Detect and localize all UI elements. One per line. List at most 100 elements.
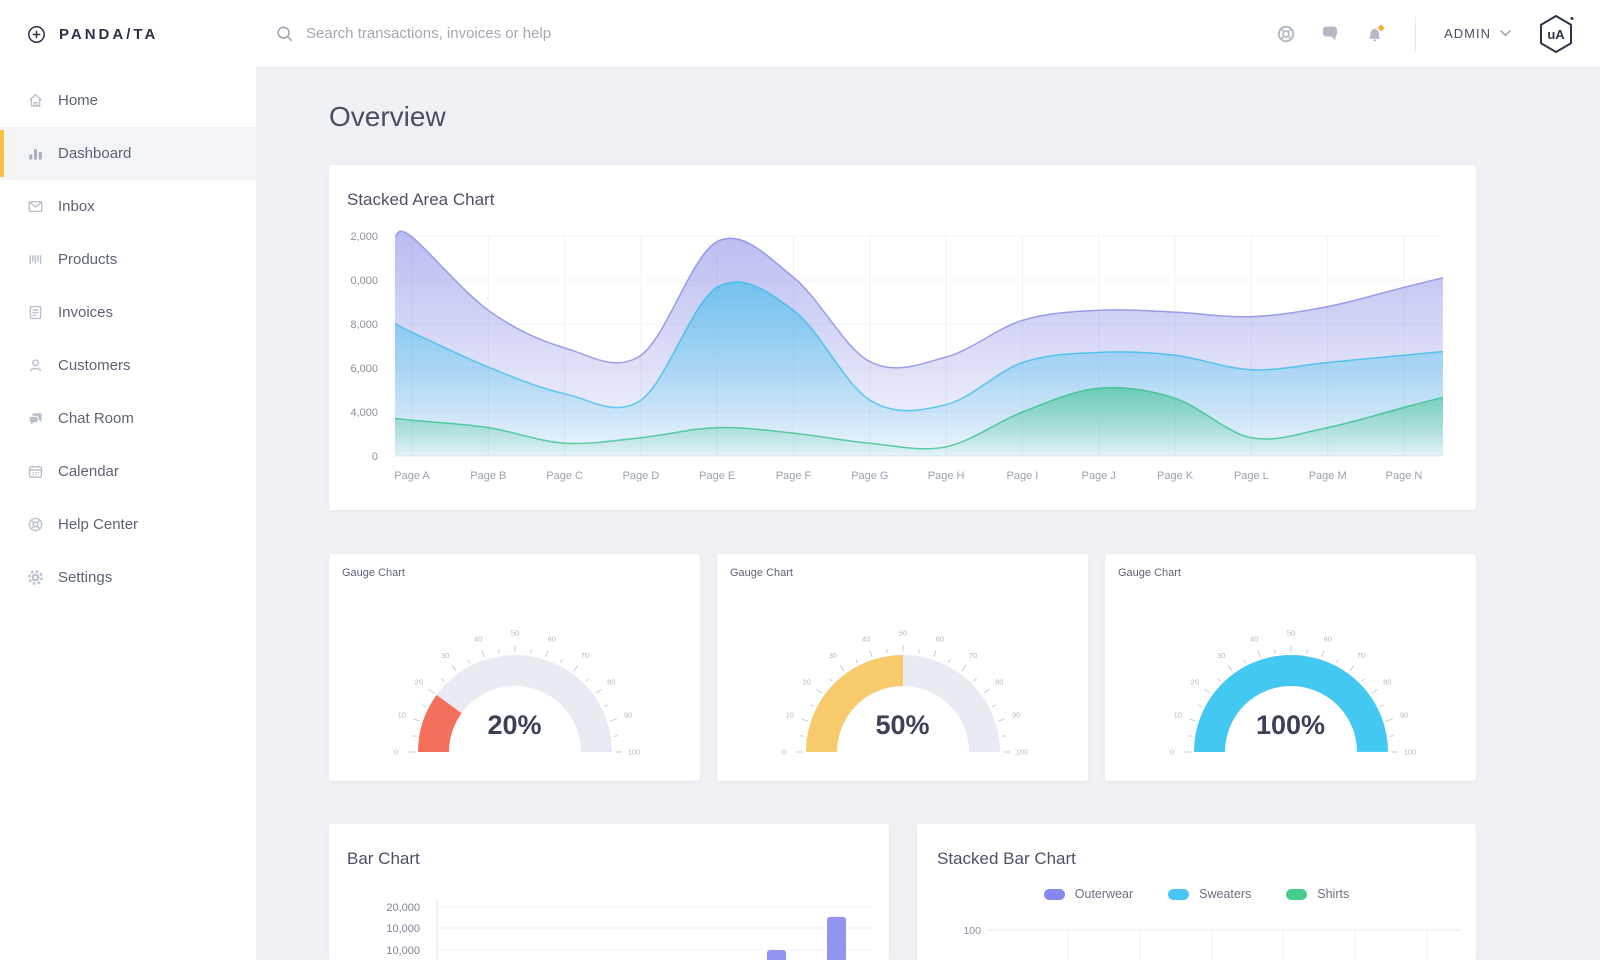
svg-text:20: 20 <box>415 678 423 687</box>
sidebar-item-help-center[interactable]: Help Center <box>0 498 256 551</box>
legend-item-shirts[interactable]: Shirts <box>1286 887 1349 901</box>
inbox-icon <box>27 198 44 215</box>
products-icon <box>27 251 44 268</box>
chart-legend: Outerwear Sweaters Shirts <box>917 887 1476 901</box>
svg-text:Page I: Page I <box>1007 470 1039 482</box>
gauge-value: 20% <box>487 710 542 740</box>
bell-icon[interactable] <box>1365 23 1387 45</box>
card-title: Stacked Bar Chart <box>937 849 1076 868</box>
svg-text:80: 80 <box>607 678 615 687</box>
avatar-initials: uA <box>1547 27 1565 42</box>
brand-logo[interactable]: PANDA/TA <box>0 0 256 68</box>
customers-icon <box>27 357 44 374</box>
gauge-chart: 0 10 20 30 40 50 60 70 80 90 100 <box>1170 629 1416 757</box>
stacked-bar-chart: 100 <box>963 925 1460 960</box>
sidebar-item-label: Help Center <box>58 516 139 533</box>
gauge-chart-card-2: Gauge Chart 0 10 20 30 40 50 60 70 80 90 100 50% <box>717 554 1088 781</box>
svg-text:40: 40 <box>1250 634 1258 643</box>
lifebuoy-icon[interactable] <box>1275 23 1297 45</box>
stacked-area-chart-card: Stacked Area Chart 2,000 0,000 8,000 6,000 4… <box>329 165 1476 510</box>
bar <box>767 950 786 960</box>
svg-text:60: 60 <box>548 634 556 643</box>
sidebar-item-inbox[interactable]: Inbox <box>0 180 256 233</box>
svg-text:6,000: 6,000 <box>350 363 378 375</box>
bar-chart-card: Bar Chart 20,000 10,000 10,000 <box>329 824 889 960</box>
stacked-area-chart: 2,000 0,000 8,000 6,000 4,000 0 Page A Page B Pa… <box>350 230 1444 482</box>
svg-text:70: 70 <box>969 651 977 660</box>
sidebar-item-label: Chat Room <box>58 410 134 427</box>
svg-text:Page J: Page J <box>1082 470 1116 482</box>
svg-text:0,000: 0,000 <box>350 275 378 287</box>
card-title: Gauge Chart <box>730 567 793 579</box>
user-menu[interactable]: ADMIN <box>1444 26 1511 41</box>
card-title: Bar Chart <box>347 849 420 868</box>
svg-text:100: 100 <box>963 925 981 937</box>
bar-chart: 20,000 10,000 10,000 <box>386 900 874 960</box>
brand-name: PANDA/TA <box>59 25 159 43</box>
legend-item-outerwear[interactable]: Outerwear <box>1043 887 1134 901</box>
plus-circle-icon <box>27 25 46 44</box>
svg-text:2,000: 2,000 <box>350 231 378 243</box>
chat-icon[interactable] <box>1320 23 1342 45</box>
svg-text:Page L: Page L <box>1234 470 1269 482</box>
legend-item-sweaters[interactable]: Sweaters <box>1168 887 1251 901</box>
gauge-chart: 0 10 20 30 40 50 60 70 80 90 100 <box>394 629 640 757</box>
svg-text:Page A: Page A <box>394 470 430 482</box>
svg-text:30: 30 <box>1217 651 1225 660</box>
svg-text:40: 40 <box>474 634 482 643</box>
gauge-value: 50% <box>875 710 930 740</box>
svg-text:70: 70 <box>1357 651 1365 660</box>
svg-text:60: 60 <box>1324 634 1332 643</box>
legend-label: Outerwear <box>1074 887 1134 901</box>
svg-text:Page E: Page E <box>699 470 735 482</box>
sidebar-item-label: Settings <box>58 569 113 586</box>
svg-text:90: 90 <box>1012 711 1020 720</box>
search-input[interactable] <box>306 25 746 42</box>
svg-text:0: 0 <box>394 748 398 757</box>
sidebar-item-dashboard[interactable]: Dashboard <box>0 127 256 180</box>
legend-label: Shirts <box>1317 887 1350 901</box>
calendar-icon <box>27 463 44 480</box>
svg-text:Page F: Page F <box>776 470 812 482</box>
gauge-chart-card-3: Gauge Chart 0 10 20 30 40 50 60 70 80 90 100 100% <box>1105 554 1476 781</box>
legend-swatch <box>1168 888 1190 900</box>
svg-text:4,000: 4,000 <box>350 407 378 419</box>
svg-text:Page K: Page K <box>1157 470 1194 482</box>
svg-text:10: 10 <box>398 711 406 720</box>
legend-swatch <box>1043 888 1065 900</box>
sidebar-item-label: Products <box>58 251 118 268</box>
svg-text:Page H: Page H <box>928 470 965 482</box>
user-label: ADMIN <box>1444 26 1491 41</box>
avatar[interactable]: uA <box>1538 14 1574 54</box>
sidebar-item-customers[interactable]: Customers <box>0 339 256 392</box>
svg-text:10,000: 10,000 <box>386 923 420 935</box>
svg-text:10,000: 10,000 <box>386 945 420 957</box>
svg-text:50: 50 <box>1287 629 1295 638</box>
gauge-chart: 0 10 20 30 40 50 60 70 80 90 100 <box>782 629 1029 757</box>
card-title: Stacked Area Chart <box>347 190 495 209</box>
help-center-icon <box>27 516 44 533</box>
svg-text:0: 0 <box>1170 748 1174 757</box>
sidebar-item-settings[interactable]: Settings <box>0 551 256 604</box>
svg-text:80: 80 <box>1383 678 1391 687</box>
search-icon <box>276 25 294 43</box>
sidebar-item-home[interactable]: Home <box>0 74 256 127</box>
svg-text:90: 90 <box>624 711 632 720</box>
svg-text:Page B: Page B <box>470 470 506 482</box>
search-bar <box>276 25 1275 43</box>
svg-text:20,000: 20,000 <box>386 902 420 914</box>
topbar: ADMIN uA <box>256 0 1600 68</box>
sidebar-item-calendar[interactable]: Calendar <box>0 445 256 498</box>
sidebar-item-products[interactable]: Products <box>0 233 256 286</box>
sidebar-item-chat-room[interactable]: Chat Room <box>0 392 256 445</box>
svg-text:100: 100 <box>1016 748 1029 757</box>
invoices-icon <box>27 304 44 321</box>
sidebar-item-invoices[interactable]: Invoices <box>0 286 256 339</box>
svg-text:Page C: Page C <box>546 470 583 482</box>
svg-text:0: 0 <box>782 748 786 757</box>
sidebar-item-label: Dashboard <box>58 145 132 162</box>
stacked-bar-chart-card: Stacked Bar Chart 100 Outerwear Sweaters S… <box>917 824 1476 960</box>
svg-text:20: 20 <box>1191 678 1199 687</box>
svg-text:90: 90 <box>1400 711 1408 720</box>
